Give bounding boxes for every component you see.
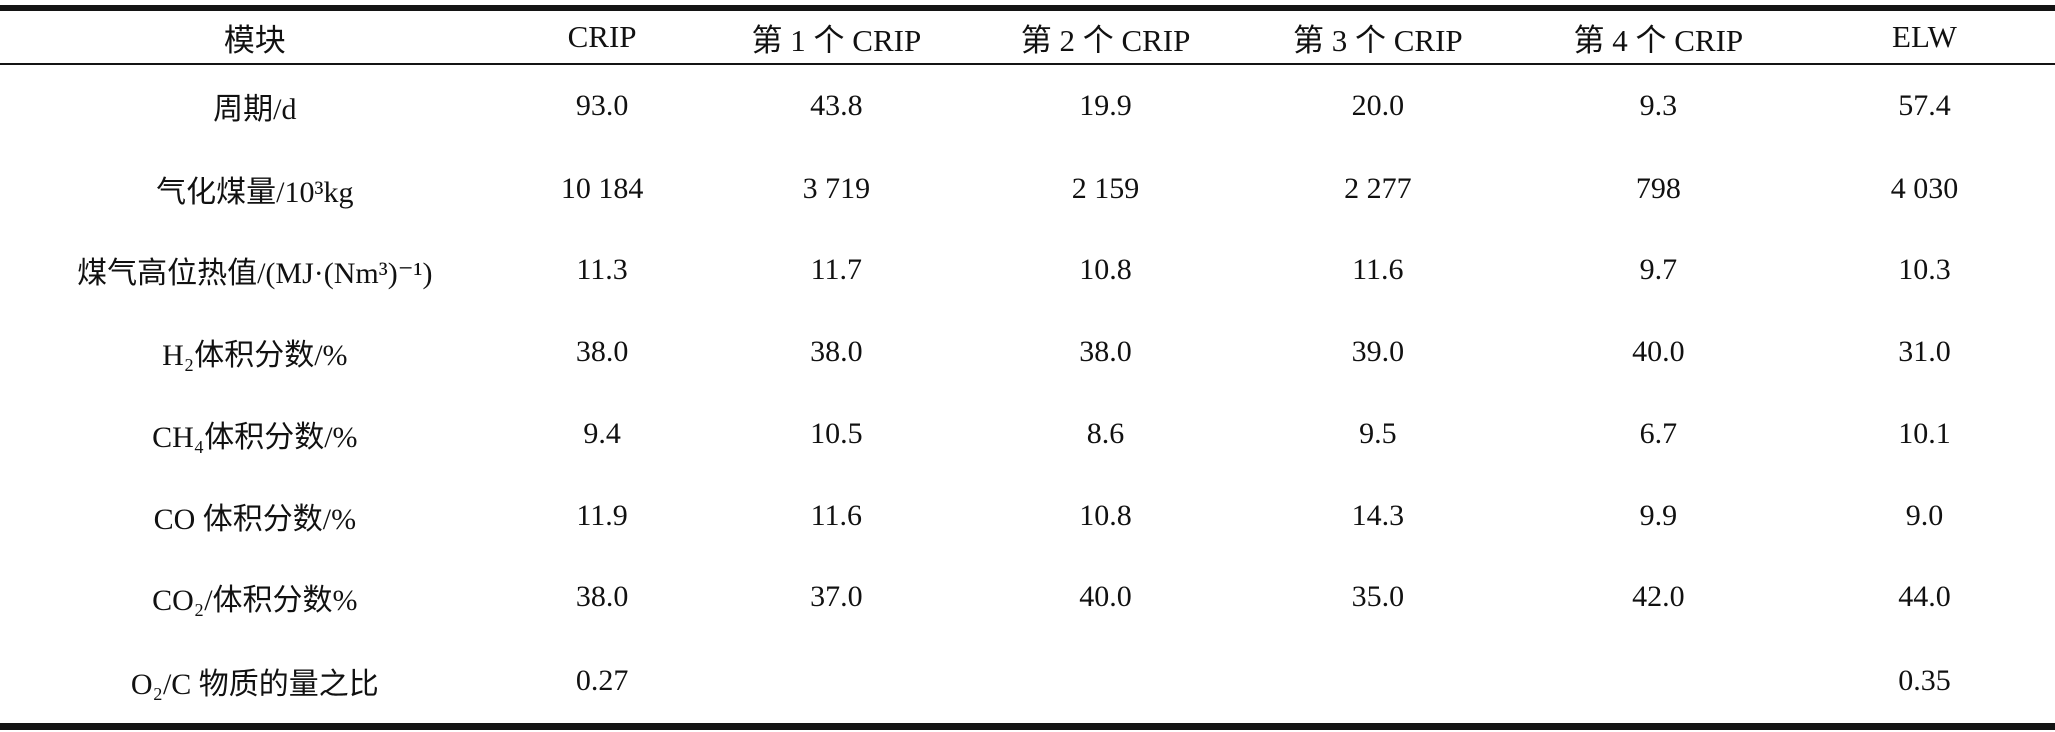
table-cell xyxy=(1233,638,1523,726)
row-label: 气化煤量/10³kg xyxy=(156,175,354,209)
table-cell: 3 719 xyxy=(802,171,871,205)
table-cell: 38.0 xyxy=(810,335,863,369)
table-cell: 2 159 xyxy=(1071,171,1140,205)
column-header-crip-4: 第 4 个 CRIP xyxy=(1573,22,1744,58)
column-header-crip-3: 第 3 个 CRIP xyxy=(1292,22,1463,58)
table-cell: 9.4 xyxy=(583,416,621,450)
table-cell: 9.0 xyxy=(1905,498,1944,532)
table-cell: 10.5 xyxy=(810,416,863,450)
table-body: 周期/d 93.0 43.8 19.9 20.0 9.3 57.4 气化煤量/1… xyxy=(0,64,2055,727)
table-cell: 4 030 xyxy=(1890,171,1959,205)
table-cell: 42.0 xyxy=(1632,580,1685,614)
table-cell: 37.0 xyxy=(810,580,863,614)
table-header: 模块 CRIP 第 1 个 CRIP 第 2 个 CRIP 第 3 个 CRIP… xyxy=(0,8,2055,64)
table-cell: 40.0 xyxy=(1079,580,1132,614)
table-cell: 10.8 xyxy=(1079,253,1132,287)
table-cell: 44.0 xyxy=(1898,580,1951,614)
table-cell: 9.7 xyxy=(1639,253,1678,287)
table-cell: 10.8 xyxy=(1079,498,1132,532)
table-cell: 11.6 xyxy=(1352,253,1404,287)
table-cell: 11.6 xyxy=(810,498,863,532)
table-cell: 10.3 xyxy=(1898,253,1951,287)
row-label: H₂体积分数/% xyxy=(162,339,348,373)
table-cell: 11.7 xyxy=(810,253,863,287)
table-cell: 6.7 xyxy=(1639,416,1678,450)
row-label: CO 体积分数/% xyxy=(153,502,357,536)
table-cell: 93.0 xyxy=(575,89,629,123)
column-header-crip-1: 第 1 个 CRIP xyxy=(751,22,922,58)
row-label: 周期/d xyxy=(213,93,297,127)
table-row: CH₄体积分数/% 9.4 10.5 8.6 9.5 6.7 10.1 xyxy=(0,393,2055,475)
row-label: O₂/C 物质的量之比 xyxy=(130,667,379,701)
table-cell: 19.9 xyxy=(1079,89,1132,123)
row-label: 煤气高位热值/(MJ·(Nm³)⁻¹) xyxy=(77,257,433,291)
table-row: H₂体积分数/% 38.0 38.0 38.0 39.0 40.0 31.0 xyxy=(0,311,2055,393)
table-cell: 40.0 xyxy=(1632,335,1685,369)
header-row: 模块 CRIP 第 1 个 CRIP 第 2 个 CRIP 第 3 个 CRIP… xyxy=(0,8,2055,64)
table-row: 气化煤量/10³kg 10 184 3 719 2 159 2 277 798 … xyxy=(0,148,2055,230)
column-header-module: 模块 xyxy=(223,22,286,58)
table-cell: 8.6 xyxy=(1086,416,1125,450)
column-header-crip: CRIP xyxy=(567,19,637,54)
table-cell xyxy=(695,638,979,726)
table-cell: 14.3 xyxy=(1351,498,1405,532)
table-cell: 31.0 xyxy=(1898,335,1951,369)
table-cell: 0.27 xyxy=(575,663,629,697)
data-table: 模块 CRIP 第 1 个 CRIP 第 2 个 CRIP 第 3 个 CRIP… xyxy=(0,5,2055,730)
column-header-elw: ELW xyxy=(1892,19,1957,54)
row-label: CH₄体积分数/% xyxy=(152,420,358,454)
table-cell: 38.0 xyxy=(575,335,629,369)
table-cell: 0.35 xyxy=(1898,663,1951,697)
table-cell: 10.1 xyxy=(1898,416,1951,450)
table-cell: 798 xyxy=(1635,171,1681,205)
table-cell: 11.9 xyxy=(576,498,628,532)
table-row: 煤气高位热值/(MJ·(Nm³)⁻¹) 11.3 11.7 10.8 11.6 … xyxy=(0,229,2055,311)
column-header-crip-2: 第 2 个 CRIP xyxy=(1020,22,1191,58)
table-cell: 9.5 xyxy=(1359,416,1397,450)
table-row: CO₂/体积分数% 38.0 37.0 40.0 35.0 42.0 44.0 xyxy=(0,556,2055,638)
table-cell: 38.0 xyxy=(575,580,629,614)
table-cell: 39.0 xyxy=(1351,335,1405,369)
table-cell: 10 184 xyxy=(560,171,644,205)
table-cell: 43.8 xyxy=(810,89,863,123)
row-label: CO₂/体积分数% xyxy=(152,584,358,618)
table-cell: 20.0 xyxy=(1351,89,1405,123)
table-cell xyxy=(978,638,1233,726)
table-cell: 57.4 xyxy=(1898,89,1951,123)
table-cell: 9.9 xyxy=(1639,498,1678,532)
table-cell xyxy=(1523,638,1794,726)
table-row: O₂/C 物质的量之比 0.27 0.35 xyxy=(0,638,2055,726)
table-cell: 11.3 xyxy=(576,253,628,287)
table-cell: 35.0 xyxy=(1351,580,1405,614)
table-cell: 9.3 xyxy=(1639,89,1678,123)
table-cell: 2 277 xyxy=(1344,171,1412,205)
table-row: CO 体积分数/% 11.9 11.6 10.8 14.3 9.9 9.0 xyxy=(0,475,2055,557)
table-row: 周期/d 93.0 43.8 19.9 20.0 9.3 57.4 xyxy=(0,64,2055,148)
table-cell: 38.0 xyxy=(1079,335,1132,369)
